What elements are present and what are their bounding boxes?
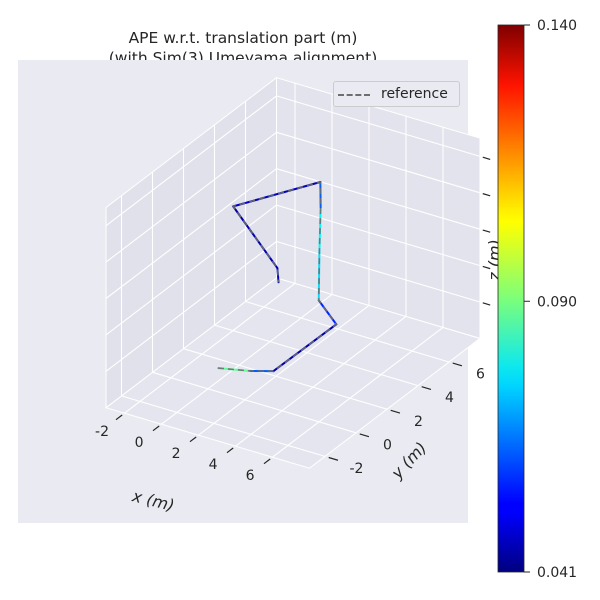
x-tick-label-2: 2: [172, 446, 181, 462]
x-tick-mark-4: [263, 458, 271, 465]
z-grid-left-4: [105, 95, 277, 227]
legend: reference: [333, 81, 460, 107]
z-tick-mark-1: [482, 265, 491, 270]
x-tick-label-3: 4: [209, 457, 218, 473]
left-pane: [105, 76, 277, 409]
estimate-segment-7: [232, 181, 322, 208]
y-tick-mark-2: [390, 409, 401, 414]
x-tick-label-0: -2: [95, 424, 109, 440]
x-tick-label-4: 6: [246, 468, 255, 484]
y-tick-label-3: 4: [445, 390, 454, 406]
axis-panes: [104, 76, 482, 469]
z-grid-back-1: [276, 204, 481, 267]
y-tick-label-0: -2: [349, 461, 363, 477]
axis-grid: [105, 83, 481, 458]
x-grid-floor-1: [161, 293, 333, 425]
chart-title-line1: APE w.r.t. translation part (m): [128, 29, 358, 47]
x-tick-mark-1: [152, 425, 160, 432]
trajectory-group: [216, 180, 338, 373]
z-grid-left-3: [105, 131, 277, 263]
colorbar-tick-label-2: 0.140: [537, 18, 577, 34]
y-grid-floor-1: [152, 371, 357, 434]
x-grid-floor-2: [198, 304, 370, 436]
z-grid-back-3: [276, 131, 481, 194]
legend-reference-swatch: [338, 94, 370, 96]
z-grid-back-2: [276, 168, 481, 230]
y-tick-label-4: 6: [476, 367, 485, 383]
y-tick-label-1: 0: [383, 437, 392, 453]
y-tick-mark-4: [452, 362, 463, 367]
legend-reference-label: reference: [381, 86, 448, 102]
x-tick-mark-3: [226, 447, 234, 454]
z-tick-mark-3: [482, 193, 491, 197]
z-grid-left-2: [105, 168, 277, 299]
estimate-segment-3: [317, 299, 338, 326]
x-grid-floor-0: [124, 282, 296, 414]
x-tick-mark-2: [189, 436, 197, 443]
colorbar-ticks: 0.041 0.090 0.140: [524, 18, 577, 581]
y-grid-floor-3: [214, 324, 419, 387]
z-tick-mark-2: [482, 229, 491, 233]
y-grid-floor-4: [245, 300, 450, 363]
y-grid-floor-2: [183, 348, 388, 410]
y-tick-mark-0: [328, 456, 339, 461]
x-grid-floor-3: [235, 315, 407, 447]
y-grid-floor-0: [121, 395, 326, 457]
z-grid-back-0: [276, 240, 481, 303]
colorbar: [497, 24, 525, 573]
colorbar-tick-label-0: 0.041: [537, 565, 577, 581]
y-tick-label-2: 2: [414, 414, 423, 430]
z-grid-left-0: [105, 241, 277, 372]
y-tick-mark-3: [421, 386, 432, 391]
x-tick-mark-0: [115, 414, 123, 421]
z-tick-mark-4: [482, 156, 491, 161]
colorbar-tick-label-1: 0.090: [537, 294, 577, 310]
z-grid-back-4: [276, 95, 481, 157]
reference-trajectory: [217, 180, 338, 372]
x-grid-floor-4: [272, 326, 444, 458]
x-tick-label-1: 0: [135, 435, 144, 451]
y-tick-mark-1: [359, 433, 370, 438]
z-tick-mark-0: [482, 302, 491, 306]
